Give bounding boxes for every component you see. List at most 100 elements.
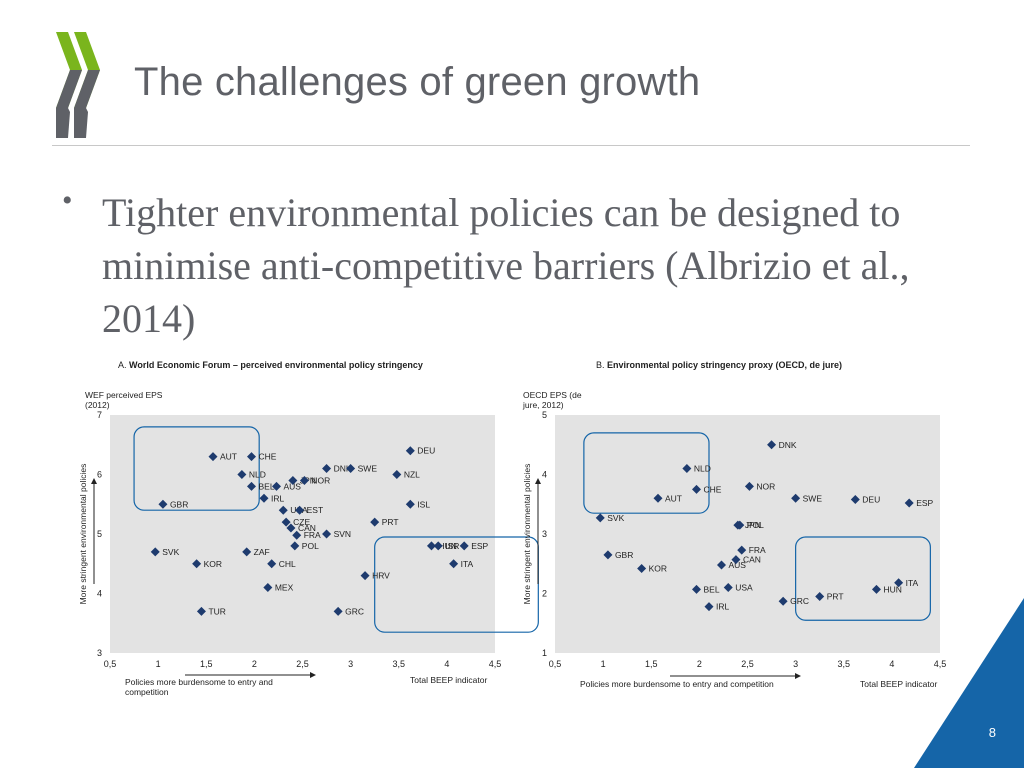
- point-label: CAN: [743, 555, 761, 565]
- point-label: NOR: [311, 475, 330, 485]
- point-label: KOR: [204, 559, 222, 569]
- data-point: [653, 493, 663, 503]
- data-point: [237, 470, 247, 479]
- point-label: ZAF: [254, 547, 270, 557]
- y-tick-label: 7: [97, 410, 102, 420]
- data-point: [286, 523, 296, 533]
- data-point: [731, 555, 741, 565]
- y-tick-label: 5: [542, 410, 547, 420]
- data-point: [158, 499, 168, 509]
- point-label: DNK: [334, 464, 352, 474]
- y-tick-label: 1: [542, 648, 547, 658]
- data-point: [208, 452, 218, 462]
- highlight-box: [374, 536, 539, 633]
- point-label: ESP: [916, 498, 933, 508]
- data-point: [322, 529, 332, 539]
- x-tick-label: 4: [889, 659, 894, 669]
- point-label: MEX: [275, 583, 294, 593]
- data-point: [815, 591, 825, 601]
- bullet-text: Tighter environmental policies can be de…: [102, 190, 910, 341]
- bullet-dot: •: [62, 184, 73, 217]
- point-label: POL: [747, 520, 764, 530]
- point-label: POL: [302, 541, 319, 551]
- x-tick-label: 1: [156, 659, 161, 669]
- page-number: 8: [988, 725, 996, 740]
- point-label: NLD: [249, 470, 266, 480]
- point-label: IRL: [716, 602, 730, 612]
- data-point: [246, 481, 256, 491]
- point-label: FRA: [304, 530, 321, 540]
- point-label: GRC: [345, 606, 364, 616]
- data-point: [192, 559, 202, 569]
- data-point: [322, 464, 332, 474]
- data-point: [405, 446, 415, 456]
- point-label: AUT: [665, 493, 682, 503]
- highlight-box: [133, 426, 260, 511]
- x-tick-label: 4,5: [489, 659, 502, 669]
- point-label: PRT: [827, 591, 844, 601]
- data-point: [850, 494, 860, 504]
- point-label: HRV: [372, 571, 390, 581]
- x-tick-label: 0,5: [104, 659, 117, 669]
- data-point: [405, 499, 415, 509]
- slide-title: The challenges of green growth: [134, 60, 701, 104]
- point-label: TUR: [208, 606, 225, 616]
- point-label: ITA: [461, 559, 474, 569]
- point-label: HUN: [883, 584, 901, 594]
- point-label: SVK: [162, 547, 179, 557]
- point-label: AUS: [729, 560, 747, 570]
- plot-area: [110, 415, 495, 653]
- point-label: CHE: [258, 452, 276, 462]
- x-tick-label: 2: [697, 659, 702, 669]
- point-label: DEU: [862, 494, 880, 504]
- y-axis-arrowhead: [91, 478, 97, 484]
- y-axis-label: More stringent environmental policies: [522, 464, 532, 605]
- point-label: DNK: [779, 440, 797, 450]
- y-tick-label: 4: [97, 589, 102, 599]
- point-label: BEL: [258, 481, 274, 491]
- point-label: PRT: [382, 517, 399, 527]
- data-point: [272, 481, 282, 491]
- x-tick-label: 0,5: [549, 659, 562, 669]
- data-point: [360, 571, 370, 581]
- y-axis-label: More stringent environmental policies: [78, 464, 88, 605]
- x-axis-label: Policies more burdensome to entry and: [125, 677, 273, 687]
- data-point: [737, 545, 747, 555]
- panel-prefix: A.: [118, 360, 127, 370]
- point-label: CAN: [298, 523, 316, 533]
- data-point: [595, 513, 605, 523]
- x-tick-label: 3,5: [392, 659, 405, 669]
- data-point: [333, 606, 343, 616]
- data-point: [433, 541, 443, 551]
- point-label: NOR: [756, 481, 775, 491]
- data-point: [637, 564, 647, 574]
- plot-area: [555, 415, 940, 653]
- x-axis-arrowhead: [310, 672, 316, 678]
- data-point: [292, 530, 302, 540]
- data-point: [259, 493, 269, 503]
- point-label: AUS: [284, 481, 302, 491]
- data-point: [295, 505, 305, 515]
- point-label: SWE: [803, 493, 823, 503]
- x-tick-label: 3,5: [837, 659, 850, 669]
- data-point: [767, 440, 777, 450]
- point-label: ISR: [445, 541, 459, 551]
- data-point: [704, 602, 714, 612]
- data-point: [778, 596, 788, 606]
- x-tick-label: 1,5: [645, 659, 658, 669]
- point-label: ISL: [417, 499, 430, 509]
- highlight-box: [795, 536, 931, 621]
- point-label: AUT: [220, 452, 237, 462]
- data-point: [288, 475, 298, 485]
- point-label: BEL: [703, 584, 719, 594]
- y-tick-label: 3: [542, 529, 547, 539]
- data-point: [735, 520, 745, 530]
- data-point: [603, 550, 613, 560]
- x-axis-title: Total BEEP indicator: [860, 679, 937, 689]
- data-point: [278, 505, 288, 515]
- highlight-box: [583, 432, 710, 514]
- y-axis-title: (2012): [85, 400, 110, 410]
- point-label: CZE: [293, 517, 310, 527]
- data-point: [871, 584, 881, 594]
